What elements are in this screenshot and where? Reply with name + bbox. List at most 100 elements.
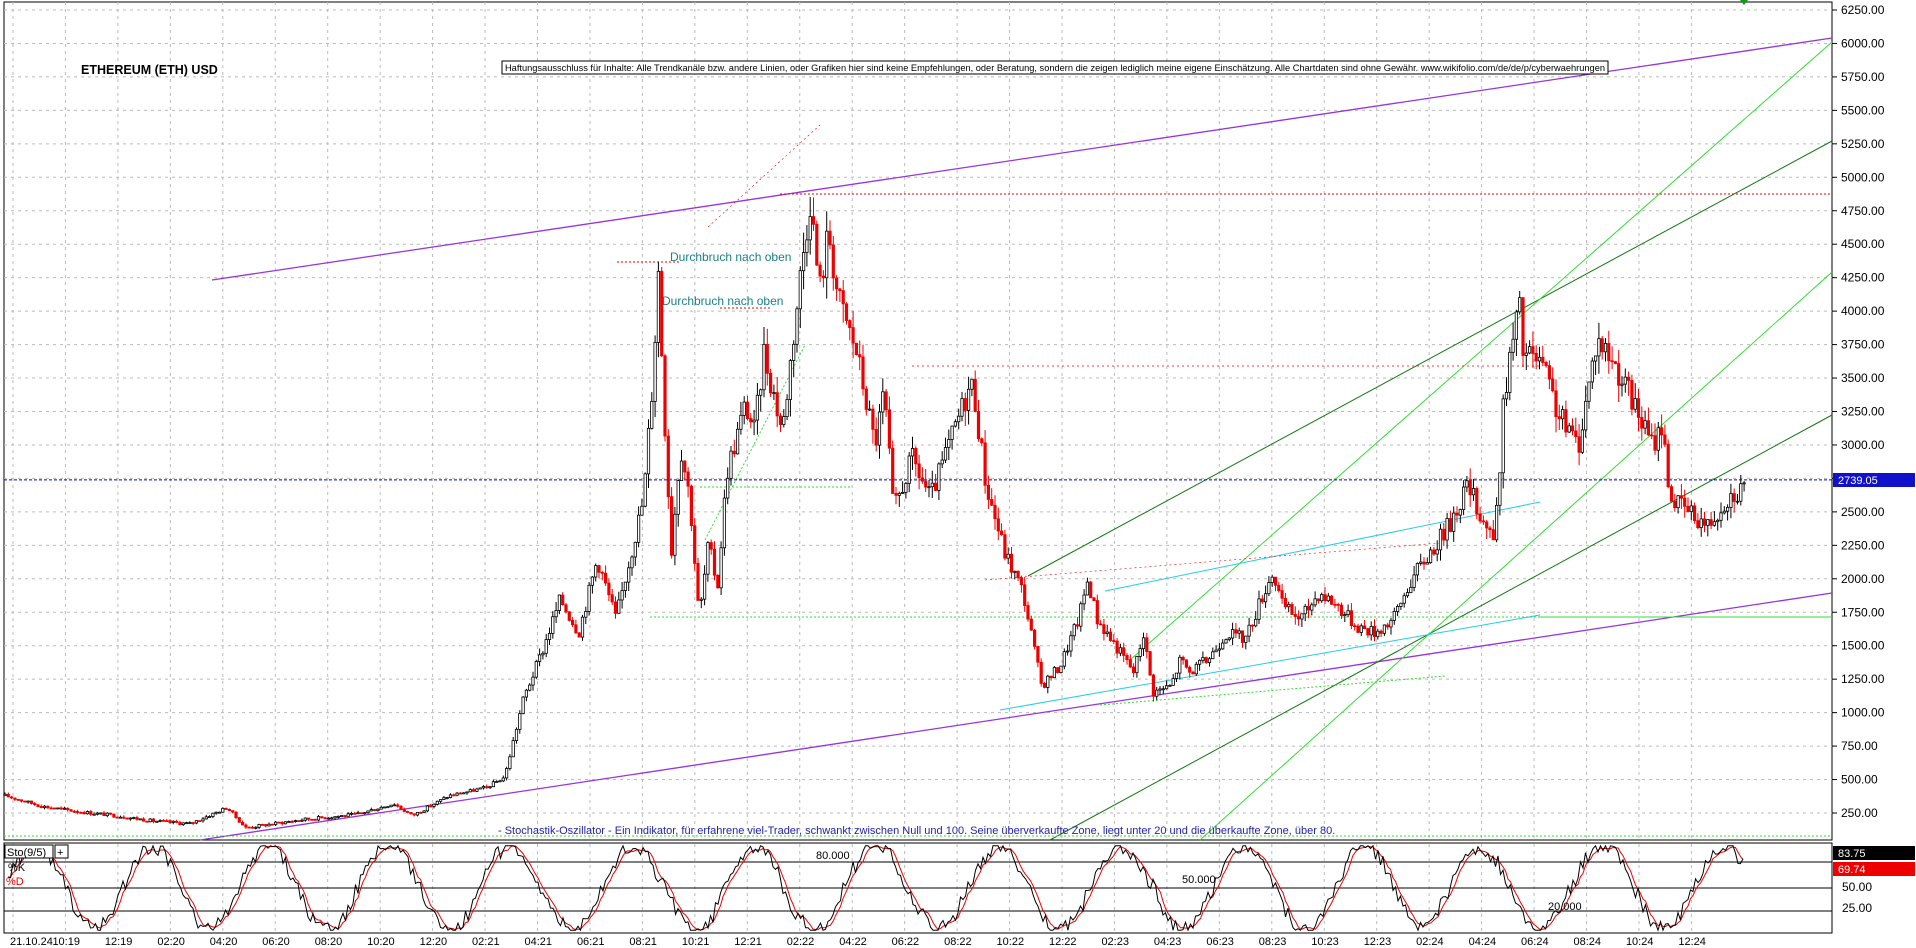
candle-body xyxy=(755,394,760,421)
candle-body xyxy=(1590,360,1594,383)
candle-body xyxy=(356,812,360,815)
candle-body xyxy=(59,807,63,810)
candle-body xyxy=(1075,624,1080,627)
k-value: 83.75 xyxy=(1838,848,1866,860)
candle-body xyxy=(1561,409,1565,420)
candle-body xyxy=(1174,672,1179,679)
candle-body xyxy=(917,463,921,479)
candle-body xyxy=(1574,430,1578,438)
candle-body xyxy=(1580,429,1584,453)
candle-body xyxy=(891,447,895,494)
annotation-breakout-1: Durchbruch nach oben xyxy=(670,250,791,264)
candle-body xyxy=(1128,659,1132,668)
candle-body xyxy=(297,820,301,823)
y-tick-label: 5500.00 xyxy=(1841,103,1885,117)
candle-body xyxy=(1343,614,1347,616)
candle-body xyxy=(1478,513,1482,522)
candle-body xyxy=(1544,362,1548,367)
candle-body xyxy=(277,821,281,824)
y-tick-label: 2250.00 xyxy=(1841,538,1885,552)
candle-body xyxy=(1699,518,1703,529)
candle-body xyxy=(1168,684,1172,687)
candle-body xyxy=(821,275,826,279)
candle-body xyxy=(264,824,268,827)
candle-body xyxy=(663,355,667,437)
candle-body xyxy=(66,807,70,811)
candle-body xyxy=(1399,602,1403,607)
candle-body xyxy=(1310,604,1314,611)
candle-body xyxy=(204,816,208,820)
candle-body xyxy=(769,372,773,394)
k-label: %K xyxy=(8,862,26,874)
candle-body xyxy=(660,270,664,357)
candle-body xyxy=(1003,534,1007,559)
candle-body xyxy=(194,820,198,824)
x-tick-label: 08:21 xyxy=(629,936,657,948)
candle-body xyxy=(1072,624,1076,637)
candle-body xyxy=(1650,434,1654,437)
candle-body xyxy=(399,805,403,810)
candle-body xyxy=(765,343,769,374)
x-tick-label: 10:19 xyxy=(52,936,80,948)
candle-body xyxy=(924,480,928,488)
candle-body xyxy=(409,812,413,815)
candle-body xyxy=(521,696,525,715)
candle-body xyxy=(1000,530,1004,536)
candle-body xyxy=(471,789,476,792)
sto-expand-button[interactable] xyxy=(54,844,69,859)
candle-body xyxy=(1656,427,1660,451)
candle-body xyxy=(158,819,162,822)
candle-body xyxy=(637,514,641,543)
candle-body xyxy=(818,264,822,277)
candle-body xyxy=(306,817,311,820)
candle-body xyxy=(1155,689,1159,697)
candle-body xyxy=(1491,529,1495,541)
candle-body xyxy=(653,342,657,402)
candle-body xyxy=(1293,613,1297,617)
candle-body xyxy=(1732,493,1736,502)
candle-body xyxy=(1471,488,1476,496)
candle-body xyxy=(244,824,248,828)
candle-body xyxy=(897,492,901,496)
candle-body xyxy=(1382,624,1386,634)
candle-body xyxy=(1042,683,1047,688)
candle-body xyxy=(864,388,868,410)
candle-body xyxy=(1673,500,1677,509)
candle-body xyxy=(250,826,255,829)
candle-body xyxy=(1646,420,1650,436)
x-tick-label: 04:21 xyxy=(525,936,553,948)
candle-body xyxy=(99,812,103,815)
candle-body xyxy=(1161,688,1165,691)
plus-icon[interactable]: + xyxy=(57,847,63,859)
candle-body xyxy=(1742,482,1746,485)
candle-body xyxy=(828,230,832,246)
candle-body xyxy=(1359,625,1363,633)
candle-body xyxy=(1504,392,1509,400)
candle-body xyxy=(1267,582,1271,595)
candle-body xyxy=(1211,651,1215,660)
candle-body xyxy=(214,811,218,814)
candle-body xyxy=(353,812,357,815)
candle-body xyxy=(580,616,585,638)
candle-body xyxy=(1485,521,1489,529)
candle-body xyxy=(339,815,344,817)
candle-body xyxy=(874,428,878,446)
candle-body xyxy=(983,442,987,486)
candle-body xyxy=(1135,656,1139,674)
candle-body xyxy=(1201,657,1205,661)
y-tick-label: 2500.00 xyxy=(1841,505,1885,519)
candle-body xyxy=(1217,648,1221,651)
candle-body xyxy=(224,807,228,810)
candle-body xyxy=(468,789,472,793)
candle-body xyxy=(19,799,24,802)
candle-body xyxy=(1006,553,1010,559)
upper-channel-line xyxy=(211,37,1833,281)
candle-body xyxy=(1554,390,1558,417)
candle-body xyxy=(1666,443,1670,488)
candle-body xyxy=(590,576,595,586)
candle-body xyxy=(1066,650,1070,653)
candle-body xyxy=(1198,659,1202,665)
candle-body xyxy=(1257,598,1261,620)
candle-body xyxy=(376,808,380,811)
candle-body xyxy=(122,816,126,819)
